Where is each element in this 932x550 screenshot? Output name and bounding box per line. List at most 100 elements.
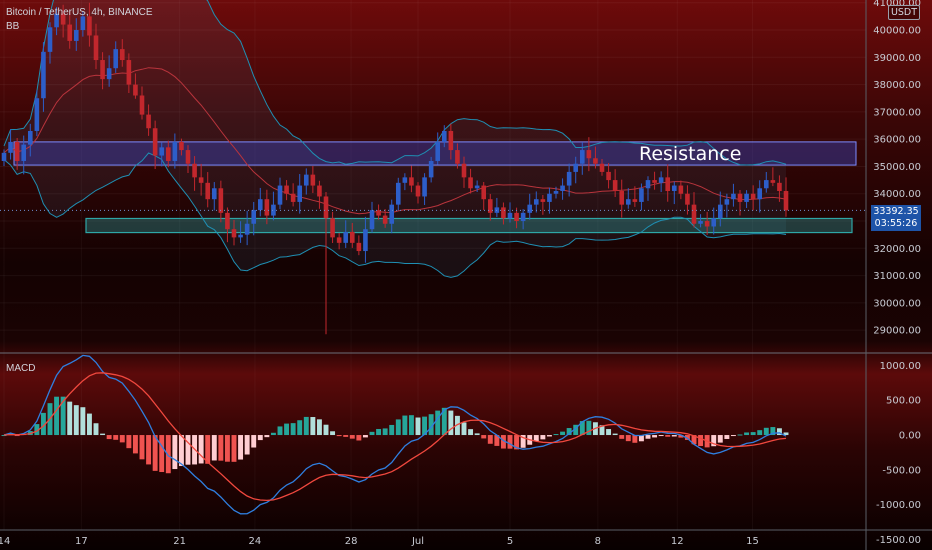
- macd-histogram-bar: [113, 435, 118, 440]
- candle-body: [324, 196, 329, 218]
- macd-histogram-bar: [238, 435, 243, 460]
- candle-body: [278, 186, 283, 205]
- candle-body: [133, 85, 138, 96]
- candle-body: [777, 183, 782, 191]
- macd-histogram-bar: [245, 435, 250, 454]
- macd-histogram-bar: [462, 422, 467, 435]
- currency-button[interactable]: USDT: [888, 5, 920, 20]
- macd-histogram-bar: [402, 416, 407, 435]
- price-tick-label: 30000.00: [873, 298, 921, 309]
- candle-body: [725, 199, 730, 204]
- macd-histogram-bar: [731, 435, 736, 436]
- candle-body: [652, 180, 657, 183]
- candle-body: [192, 164, 197, 178]
- candle-body: [501, 207, 506, 218]
- macd-histogram-bar: [356, 435, 361, 440]
- candle-body: [449, 131, 454, 150]
- candle-body: [481, 186, 486, 200]
- macd-histogram-bar: [54, 397, 59, 435]
- price-tick-label: 31000.00: [873, 271, 921, 282]
- macd-histogram-bar: [646, 435, 651, 439]
- macd-histogram-bar: [613, 434, 618, 435]
- candle-body: [159, 147, 164, 155]
- macd-histogram-bar: [672, 435, 677, 436]
- candle-body: [751, 194, 756, 199]
- candle-body: [541, 199, 546, 202]
- macd-histogram-bar: [383, 428, 388, 435]
- candle-body: [705, 221, 710, 226]
- candle-body: [291, 194, 296, 202]
- candle-body: [94, 35, 99, 60]
- macd-histogram-bar: [718, 435, 723, 443]
- candle-body: [442, 131, 447, 142]
- bar-countdown: 03:55:26: [871, 218, 921, 230]
- macd-histogram-bar: [218, 435, 223, 461]
- candle-body: [771, 180, 776, 183]
- macd-histogram-bar: [146, 435, 151, 464]
- candle-body: [613, 180, 618, 191]
- candle-body: [74, 30, 79, 41]
- macd-histogram-bar: [317, 419, 322, 435]
- macd-title: MACD: [6, 363, 35, 374]
- candle-body: [429, 161, 434, 177]
- candle-body: [41, 52, 46, 98]
- candle-body: [15, 142, 20, 161]
- time-tick-label: 15: [746, 536, 759, 547]
- candle-body: [297, 186, 302, 202]
- candle-body: [626, 199, 631, 204]
- candle-body: [271, 205, 276, 216]
- candle-body: [468, 177, 473, 188]
- price-tick-label: 40000.00: [873, 26, 921, 37]
- price-tick-label: 37000.00: [873, 107, 921, 118]
- candle-body: [403, 177, 408, 182]
- macd-histogram-bar: [738, 434, 743, 435]
- macd-histogram-bar: [396, 419, 401, 435]
- time-tick-label: 14: [0, 536, 10, 547]
- candle-body: [764, 180, 769, 188]
- time-tick-label: 5: [507, 536, 513, 547]
- candle-body: [534, 199, 539, 204]
- time-tick-label: Jul: [411, 536, 424, 547]
- candle-body: [330, 218, 335, 237]
- candle-body: [107, 68, 112, 79]
- macd-histogram-bar: [468, 429, 473, 435]
- macd-histogram-bar: [140, 435, 145, 459]
- candle-body: [475, 186, 480, 189]
- candle-body: [265, 199, 270, 215]
- candle-body: [2, 153, 7, 161]
- candle-body: [166, 147, 171, 161]
- candle-body: [140, 96, 145, 115]
- macd-histogram-bar: [172, 435, 177, 469]
- macd-histogram-bar: [652, 435, 657, 437]
- macd-histogram-bar: [297, 420, 302, 435]
- candle-body: [455, 150, 460, 164]
- macd-histogram-bar: [659, 435, 664, 436]
- macd-histogram-bar: [416, 418, 421, 436]
- candle-body: [547, 194, 552, 202]
- macd-histogram-bar: [310, 417, 315, 435]
- candle-body: [153, 128, 158, 155]
- macd-histogram-bar: [376, 429, 381, 435]
- last-price: 33392.35: [871, 206, 921, 218]
- candle-body: [363, 229, 368, 251]
- macd-histogram-bar: [271, 433, 276, 435]
- candle-body: [225, 213, 230, 229]
- price-tick-label: 36000.00: [873, 135, 921, 146]
- candle-body: [633, 199, 638, 202]
- macd-histogram-bar: [337, 435, 342, 436]
- last-price-tag: 33392.35 03:55:26: [871, 205, 921, 231]
- candle-body: [35, 98, 40, 131]
- macd-histogram-bar: [264, 435, 269, 437]
- candle-body: [370, 210, 375, 229]
- macd-histogram-bar: [225, 435, 230, 462]
- time-tick-label: 12: [671, 536, 684, 547]
- support-zone: [86, 218, 852, 232]
- candle-body: [205, 183, 210, 199]
- macd-histogram-bar: [133, 435, 138, 453]
- candle-body: [514, 213, 519, 221]
- macd-histogram-bar: [363, 435, 368, 437]
- candle-body: [738, 194, 743, 202]
- macd-tick-label: -1000.00: [876, 500, 921, 511]
